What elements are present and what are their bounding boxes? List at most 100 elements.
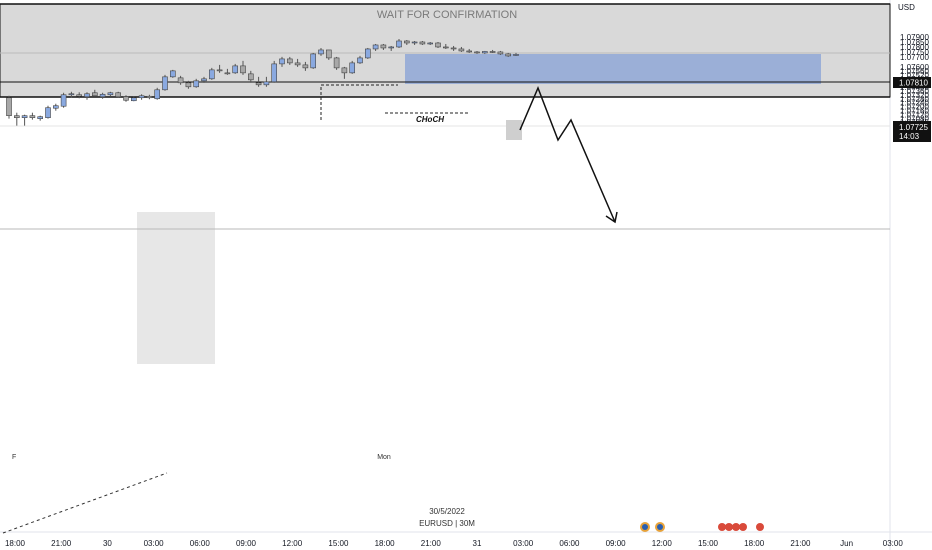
candle-bearish: [224, 72, 231, 75]
candle-bearish: [474, 51, 480, 54]
banner-text: WAIT FOR CONFIRMATION: [377, 9, 517, 21]
level-price-badge: [893, 77, 931, 88]
time-tick-label: 03:00: [883, 539, 904, 548]
price-tick-label: 1.07320: [900, 91, 929, 100]
price-tick-label: 1.07850: [900, 38, 929, 47]
candle-bearish: [286, 58, 293, 64]
candle-bearish: [435, 42, 441, 48]
event-icon-inner: [657, 524, 663, 530]
candle-bullish: [411, 41, 418, 44]
candle-bearish: [216, 69, 223, 72]
price-tick-label: 1.07240: [900, 99, 929, 108]
candle-bullish: [68, 93, 75, 96]
candle-bearish: [255, 82, 262, 86]
candle-bullish: [357, 57, 363, 64]
candle-bearish: [341, 67, 348, 74]
candle-bullish: [263, 81, 270, 86]
candles-group: [6, 38, 519, 126]
candle-bullish: [37, 116, 44, 119]
candle-bullish: [364, 48, 371, 59]
candle-bullish: [481, 51, 488, 54]
time-tick-label: 21:00: [421, 539, 442, 548]
time-tick-label: 18:00: [744, 539, 765, 548]
time-tick-label: 03:00: [513, 539, 534, 548]
price-tick-label: 1.07700: [900, 53, 929, 62]
us-flag-icon[interactable]: [739, 523, 747, 531]
candle-bullish: [99, 93, 106, 98]
price-tick-label: 1.07520: [900, 71, 929, 80]
time-tick-label: 09:00: [606, 539, 627, 548]
order-block-blue: [405, 54, 821, 84]
time-tick-label: 15:00: [698, 539, 719, 548]
candle-bearish: [6, 97, 12, 116]
price-tick-label: 1.07160: [900, 107, 929, 116]
level-price-label: 1.07810: [899, 79, 928, 88]
price-tick-label: 1.07360: [900, 87, 929, 96]
time-tick-label: 12:00: [282, 539, 303, 548]
current-candle-highlight: [506, 120, 522, 140]
candle-bullish: [209, 69, 215, 80]
time-tick-label: 21:00: [790, 539, 811, 548]
candle-bearish: [450, 47, 457, 50]
candle-bearish: [294, 62, 301, 66]
candle-bullish: [427, 42, 434, 45]
candle-bullish: [318, 49, 324, 55]
time-tick-label: 18:00: [5, 539, 26, 548]
candle-bullish: [372, 44, 379, 50]
current-price-badge: [893, 121, 931, 142]
us-flag-icon[interactable]: [732, 523, 740, 531]
candle-bearish: [302, 64, 309, 69]
candle-bearish: [489, 51, 496, 53]
candle-bullish: [232, 65, 238, 74]
time-tick-label: 21:00: [51, 539, 72, 548]
candle-bearish: [185, 82, 192, 88]
candle-bearish: [146, 95, 153, 99]
event-icons[interactable]: [640, 522, 764, 532]
candle-bullish: [138, 95, 145, 99]
candle-bullish: [162, 76, 168, 91]
candle-bullish: [60, 94, 67, 107]
projection-arrowhead: [605, 211, 618, 224]
time-tick-label: 30: [103, 539, 112, 548]
time-tick-label: 15:00: [328, 539, 349, 548]
candle-bearish: [497, 51, 504, 55]
time-tick-label: Jun: [840, 539, 853, 548]
candle-bearish: [248, 73, 254, 81]
price-tick-label: 1.07280: [900, 95, 929, 104]
time-tick-label: 12:00: [652, 539, 673, 548]
us-flag-icon[interactable]: [756, 523, 764, 531]
projected-path: [519, 86, 616, 223]
time-tick-label: 03:00: [144, 539, 165, 548]
time-tick-label: 09:00: [236, 539, 257, 548]
candle-bullish: [513, 54, 519, 56]
candle-bearish: [380, 44, 387, 49]
candle-bullish: [107, 92, 114, 96]
f-marker: F: [12, 454, 16, 461]
candle-bullish: [279, 58, 285, 65]
candle-bullish: [45, 107, 51, 118]
price-tick-label: 1.07560: [900, 67, 929, 76]
demand-zone-grey: [137, 212, 215, 364]
candle-bearish: [466, 50, 473, 53]
price-tick-label: 1.07200: [900, 103, 929, 112]
candle-bearish: [333, 57, 340, 69]
candle-bearish: [419, 41, 426, 45]
symbol-info: EURUSD | 30M: [419, 519, 475, 528]
date-label: 30/5/2022: [429, 507, 465, 516]
candle-bullish: [201, 78, 207, 82]
us-flag-icon[interactable]: [718, 523, 726, 531]
event-icon-inner: [642, 524, 648, 530]
price-tick-label: 1.07750: [900, 48, 929, 57]
candle-bearish: [177, 77, 184, 84]
candle-bullish: [396, 40, 402, 48]
candle-bearish: [458, 48, 465, 52]
time-tick-label: 31: [473, 539, 482, 548]
time-tick-label: 18:00: [375, 539, 396, 548]
time-axis[interactable]: 18:00 21:00 30 03:00 06:00 09:00 12:00 15:00 18:…: [5, 539, 903, 548]
currency-label: USD: [898, 3, 915, 12]
candle-bearish: [14, 115, 20, 118]
candle-bullish: [193, 80, 199, 88]
us-flag-icon[interactable]: [725, 523, 733, 531]
candle-bullish: [154, 89, 160, 100]
